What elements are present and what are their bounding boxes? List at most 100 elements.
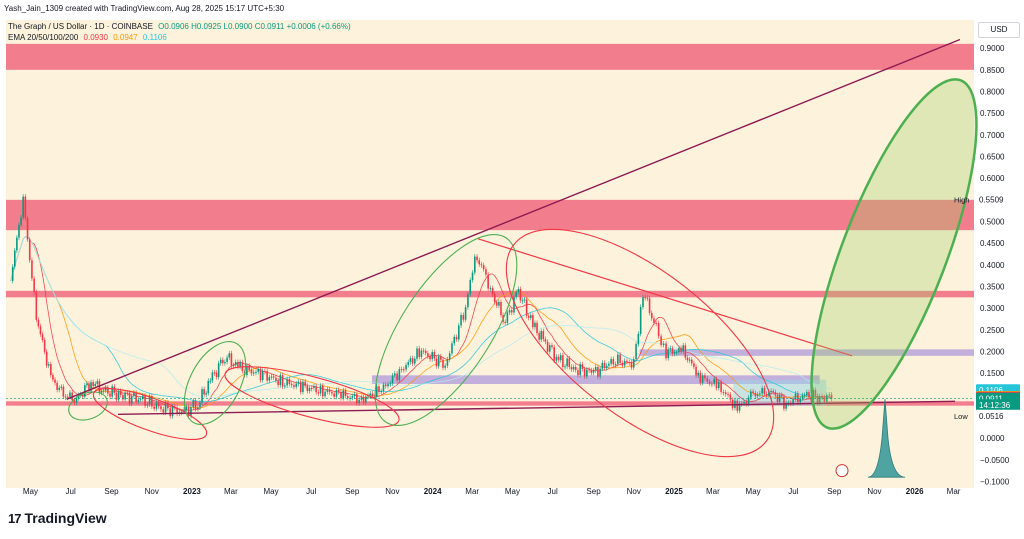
candle-body bbox=[130, 396, 133, 404]
candle-body bbox=[252, 372, 255, 374]
candle-body bbox=[160, 406, 162, 410]
candle-body bbox=[579, 364, 581, 376]
price-chart[interactable]: 0.95000.90000.85000.80000.75000.70000.65… bbox=[0, 16, 1024, 500]
y-tick-label: 0.8500 bbox=[980, 66, 1005, 75]
candle-body bbox=[378, 386, 380, 392]
legend-row-symbol: The Graph / US Dollar · 1D · COINBASE O0… bbox=[8, 22, 354, 31]
candle-body bbox=[358, 399, 360, 404]
candle-body bbox=[780, 394, 783, 397]
candle-body bbox=[293, 385, 295, 387]
candle-body bbox=[442, 359, 444, 368]
candle-body bbox=[665, 343, 667, 359]
candle-body bbox=[266, 371, 268, 381]
tradingview-brand[interactable]: 17 TradingView bbox=[8, 510, 107, 526]
legend-ema-label[interactable]: EMA 20/50/100/200 bbox=[8, 33, 79, 42]
candle-body bbox=[821, 396, 823, 398]
projection-spike bbox=[867, 399, 906, 478]
candle-body bbox=[765, 394, 768, 396]
red-ellipse-2 bbox=[224, 366, 400, 428]
candle-body bbox=[708, 381, 711, 384]
candle-body bbox=[498, 301, 500, 306]
candle-body bbox=[594, 366, 597, 371]
chart-canvas[interactable]: 0.95000.90000.85000.80000.75000.70000.65… bbox=[0, 16, 1024, 500]
x-tick-label: Nov bbox=[867, 487, 881, 496]
us-flag-icon bbox=[835, 464, 849, 478]
y-tick-label: 0.5000 bbox=[980, 218, 1005, 227]
candle-body bbox=[64, 396, 67, 398]
candle-body bbox=[823, 397, 826, 402]
candle-body bbox=[66, 396, 69, 398]
candle-body bbox=[22, 196, 24, 218]
x-tick-label: Nov bbox=[627, 487, 641, 496]
candle-body bbox=[713, 378, 715, 384]
candle-body bbox=[630, 362, 633, 368]
candle-body bbox=[536, 322, 538, 334]
candle-body bbox=[597, 366, 599, 377]
candle-body bbox=[257, 368, 260, 372]
candle-body bbox=[527, 315, 530, 318]
x-tick-label: Jul bbox=[548, 487, 558, 496]
candle-body bbox=[102, 390, 105, 392]
candle-body bbox=[476, 256, 478, 261]
candle-body bbox=[718, 382, 720, 389]
candle-body bbox=[599, 368, 601, 377]
candle-body bbox=[678, 347, 680, 353]
y-tick-label: 0.3000 bbox=[980, 304, 1005, 313]
candle-body bbox=[525, 299, 528, 316]
candle-body bbox=[24, 196, 27, 219]
candle-body bbox=[671, 348, 674, 354]
candle-body bbox=[727, 394, 729, 396]
candle-body bbox=[482, 265, 485, 270]
candle-body bbox=[722, 391, 725, 393]
candle-body bbox=[153, 406, 155, 409]
candle-body bbox=[448, 353, 451, 360]
candle-body bbox=[270, 376, 273, 378]
candle-body bbox=[706, 378, 709, 382]
candle-body bbox=[414, 358, 416, 364]
candle-body bbox=[729, 394, 732, 400]
x-tick-label: May bbox=[264, 487, 279, 496]
candle-body bbox=[279, 375, 282, 385]
candle-body bbox=[328, 389, 331, 393]
candle-body bbox=[88, 383, 90, 392]
x-tick-label: Sep bbox=[827, 487, 842, 496]
candle-body bbox=[485, 269, 487, 275]
candle-body bbox=[217, 363, 220, 378]
candle-body bbox=[517, 289, 520, 293]
candle-body bbox=[365, 396, 367, 403]
candle-body bbox=[176, 407, 178, 414]
candle-body bbox=[551, 345, 553, 348]
candle-body bbox=[371, 393, 374, 397]
candle-body bbox=[349, 397, 351, 399]
candle-body bbox=[623, 360, 626, 366]
x-tick-label: Jul bbox=[66, 487, 76, 496]
candle-body bbox=[743, 401, 745, 404]
candle-body bbox=[416, 348, 418, 359]
candle-body bbox=[639, 307, 642, 334]
candle-body bbox=[13, 250, 16, 267]
candle-body bbox=[682, 345, 685, 352]
candle-body bbox=[31, 260, 33, 279]
candle-body bbox=[548, 345, 551, 352]
candle-body bbox=[699, 372, 702, 383]
candle-body bbox=[446, 359, 449, 366]
candle-body bbox=[686, 357, 689, 361]
candle-body bbox=[286, 379, 288, 386]
green-ellipse-2 bbox=[183, 341, 247, 425]
candle-body bbox=[353, 394, 356, 397]
candle-body bbox=[684, 345, 687, 358]
candle-body bbox=[151, 396, 153, 407]
currency-button[interactable]: USD bbox=[978, 22, 1020, 38]
legend-symbol[interactable]: The Graph / US Dollar · 1D · COINBASE bbox=[8, 22, 153, 31]
candle-body bbox=[387, 384, 389, 387]
x-tick-label: Mar bbox=[224, 487, 238, 496]
candle-body bbox=[209, 380, 212, 382]
candle-body bbox=[523, 299, 526, 301]
candle-body bbox=[113, 386, 116, 393]
candle-body bbox=[756, 394, 759, 397]
candle-body bbox=[180, 411, 183, 413]
candle-body bbox=[610, 359, 612, 364]
candle-body bbox=[319, 385, 322, 394]
candle-body bbox=[572, 366, 575, 370]
candle-body bbox=[673, 352, 676, 354]
